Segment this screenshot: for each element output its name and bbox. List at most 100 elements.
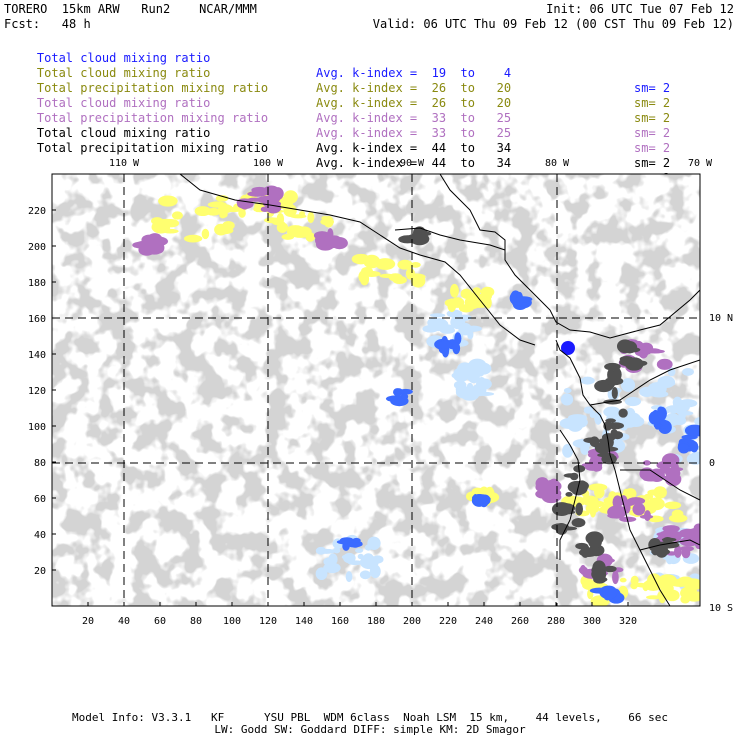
light-blue-patch: [701, 441, 717, 453]
legend-kindex: Avg. k-index = 19 to 4: [316, 66, 512, 80]
yellow-patch: [659, 594, 666, 604]
purple-patch: [323, 235, 337, 243]
yellow-patch: [444, 298, 461, 308]
light-blue-patch: [439, 326, 456, 334]
legend-kindex: Avg. k-index = 26 to 20: [316, 81, 512, 95]
x-axis: 20 40 60 80 100 120 140 160 180 200 220 240 260 280 30…: [82, 602, 637, 627]
purple-patch: [656, 358, 673, 370]
yellow-patch: [158, 195, 178, 207]
light-blue-patch: [359, 555, 379, 570]
light-blue-patch: [677, 410, 694, 416]
legend-row: Total cloud mixing ratio Avg. k-index = …: [8, 36, 670, 111]
yellow-patch: [171, 211, 183, 220]
dark-core-patch: [611, 386, 618, 399]
lon-label: 70 W: [688, 158, 713, 169]
yellow-patch: [375, 258, 396, 270]
dark-core-patch: [612, 367, 622, 382]
lon-label: 80 W: [545, 158, 570, 169]
run-title: TORERO 15km ARW Run2 NCAR/MMM: [4, 2, 257, 16]
border-peru: [589, 359, 700, 406]
lat-labels: 10 N 0 10 S: [709, 313, 733, 614]
yellow-patch: [664, 501, 682, 510]
x-tick-label: 140: [295, 616, 313, 627]
yellow-patch: [619, 577, 627, 583]
legend-field-name: Total precipitation mixing ratio: [36, 111, 269, 125]
light-blue-patch: [453, 380, 467, 390]
yellow-patch: [458, 304, 474, 313]
light-blue-patch: [460, 388, 480, 401]
lon-label: 100 W: [253, 158, 284, 169]
x-tick-label: 280: [547, 616, 565, 627]
y-tick-label: 160: [28, 314, 46, 325]
x-tick-label: 320: [619, 616, 637, 627]
purple-patch: [143, 236, 161, 250]
light-blue-patch: [359, 570, 371, 580]
light-blue-patch: [583, 406, 594, 414]
purple-patch: [267, 193, 281, 203]
legend-row: Total precipitation mixing ratio Avg. k-…: [8, 66, 670, 141]
lat-label: 0: [709, 458, 715, 469]
yellow-patch: [646, 595, 661, 600]
yellow-patch: [410, 262, 421, 268]
dark-core-patch: [571, 486, 586, 496]
blue-patch: [452, 342, 461, 355]
purple-patch: [678, 528, 698, 539]
blue-patch: [401, 393, 409, 400]
light-blue-patch: [703, 422, 709, 433]
yellow-patch: [214, 223, 228, 236]
border-chile: [639, 539, 700, 551]
purple-patch: [607, 513, 625, 519]
blue-cloud: [336, 290, 700, 604]
light-blue-patch: [682, 368, 694, 376]
dark-core-patch: [413, 231, 432, 237]
purple-patch: [237, 198, 254, 210]
legend-row: Total cloud mixing ratio Avg. k-index = …: [8, 51, 670, 126]
light-blue-patch: [453, 368, 470, 383]
coastlines: [179, 174, 700, 606]
yellow-patch: [588, 483, 608, 492]
yellow-patch: [276, 222, 289, 233]
light-blue-patch: [667, 367, 676, 377]
light-blue-patch: [686, 453, 700, 465]
x-tick-label: 40: [118, 616, 130, 627]
x-tick-label: 160: [331, 616, 349, 627]
light-blue-patch: [429, 313, 446, 318]
yellow-patch: [307, 211, 315, 224]
light-blue-patch: [476, 362, 492, 375]
yellow-patch: [254, 202, 261, 213]
coastline-ecuador: [559, 429, 581, 560]
light-blue-patch: [563, 387, 572, 394]
dark-core-patch: [594, 576, 608, 583]
lon-label: 110 W: [109, 158, 140, 169]
legend-row: Total precipitation mixing ratio Avg. k-…: [8, 96, 670, 171]
light-blue-patch: [343, 552, 356, 564]
legend-smoothing: sm= 2: [634, 96, 671, 110]
light-blue-patch: [702, 436, 717, 441]
light-blue-patch: [560, 393, 574, 406]
purple-patch: [639, 514, 654, 519]
legend-kindex: Avg. k-index = 26 to 20: [316, 96, 512, 110]
dark-core-patch: [610, 428, 618, 438]
dark-core-patch: [605, 418, 616, 423]
legend-field-name: Total cloud mixing ratio: [36, 51, 211, 65]
y-tick-label: 140: [28, 350, 46, 361]
blue-patch: [684, 424, 700, 437]
latlon-grid: [52, 174, 700, 606]
y-tick-label: 20: [34, 566, 46, 577]
blue-patch: [657, 406, 667, 421]
x-tick-label: 240: [475, 616, 493, 627]
dark-core-patch: [589, 436, 600, 448]
legend-kindex: Avg. k-index = 44 to 34: [316, 141, 512, 155]
x-tick-label: 80: [190, 616, 202, 627]
legend-smoothing: sm= 2: [634, 81, 671, 95]
yellow-patch: [194, 206, 211, 217]
legend-kindex: Avg. k-index = 33 to 25: [316, 111, 512, 125]
y-tick-label: 120: [28, 386, 46, 397]
dark-core-patch: [607, 422, 625, 430]
yellow-patch: [671, 509, 684, 518]
y-axis: 220 200 180 160 140 120 100 80 60 40 20: [28, 206, 56, 577]
light-blue-patch: [568, 414, 587, 422]
yellow-patch: [221, 210, 228, 218]
light-blue-patch: [433, 318, 446, 325]
light-blue-patch: [562, 443, 574, 458]
